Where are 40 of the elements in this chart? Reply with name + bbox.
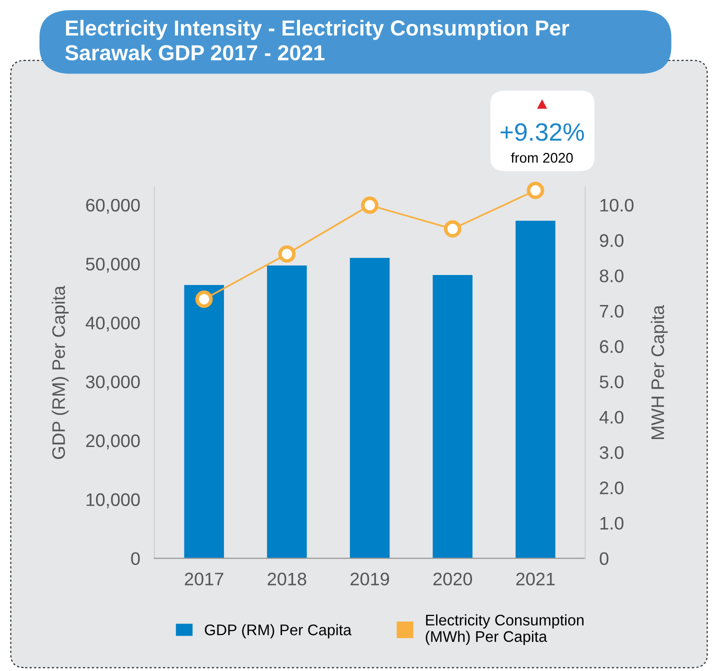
y-tick-label: 10,000 [86, 493, 140, 508]
y2-tick-label: 8.0 [600, 269, 624, 282]
y2-tick-label: 2.0 [600, 482, 624, 494]
legend-label: Electricity Consumption (MWh) Per Capita [426, 614, 584, 645]
y-tick-label: 30,000 [86, 376, 140, 390]
x-tick-label: 2019 [350, 572, 389, 586]
y2-tick-label: 0 [600, 552, 608, 565]
y2-tick-label: 7.0 [600, 304, 624, 318]
y2-tick-label: 9.0 [600, 234, 624, 247]
y-tick-label: 0 [131, 552, 140, 565]
y-tick-label: 50,000 [86, 258, 140, 273]
bar [267, 266, 307, 558]
point [526, 182, 544, 200]
x-tick-label: 2020 [433, 572, 472, 586]
y2-tick-label: 5.0 [600, 376, 624, 388]
y2-tick-label: 10.0 [600, 198, 634, 212]
point [195, 290, 213, 308]
x-tick-label: 2017 [184, 572, 224, 586]
y2-tick-label: 1.0 [600, 516, 624, 530]
y2-tick-label: 3.0 [600, 446, 624, 459]
y2-axis-title: MWH Per Capita [650, 305, 668, 439]
bar [184, 284, 224, 558]
y-tick-label: 40,000 [86, 316, 140, 332]
y-axis-title: GDP (RM) Per Capita [52, 286, 69, 459]
bar [516, 220, 556, 558]
y-tick-label: 20,000 [86, 434, 140, 450]
text: +9.32% [500, 123, 584, 141]
text: from 2020 [511, 152, 573, 163]
point [278, 245, 296, 263]
x-tick-label: 2018 [268, 572, 306, 586]
legend-label: GDP (RM) Per Capita [204, 624, 352, 638]
bar [350, 258, 390, 558]
point [361, 196, 378, 214]
x-tick-label: 2021 [516, 572, 555, 586]
bar [432, 274, 472, 558]
y2-tick-label: 6.0 [600, 340, 624, 353]
y2-tick-label: 4.0 [599, 410, 624, 424]
y-tick-label: 60,000 [86, 198, 140, 214]
chart-title: Electricity Intensity - Electricity Consumption Per Sarawak GDP 2017 - 2021 [65, 20, 570, 60]
point [444, 220, 462, 238]
